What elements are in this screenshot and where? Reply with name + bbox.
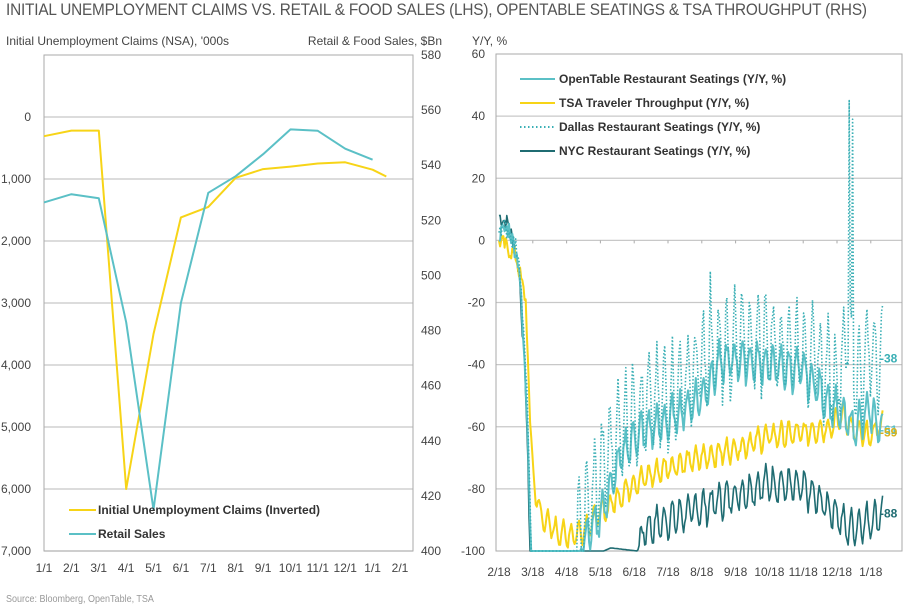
right-chart-plot-frame [495,53,903,552]
legend-label-retail: Retail Sales [98,527,166,541]
right-chart-end-labels: -61-59 -38 -88 [880,351,898,520]
x-tick-label: 2/1 [63,561,80,575]
x-tick-label: 3/1 [90,561,107,575]
x-tick-label: 8/18 [690,565,714,579]
left-chart-right-axis-label: Retail & Food Sales, $Bn [308,34,442,48]
x-tick-label: 5/1 [145,561,162,575]
end-label-tsa: -59 [880,426,898,440]
x-tick-label: 9/1 [255,561,272,575]
left-chart: Initial Unemployment Claims (NSA), '000s… [1,34,442,575]
x-tick-label: 11/1 [307,561,330,575]
left-chart-right-ticks: 580 560 540 520 500 480 460 440 420 400 [421,48,441,558]
legend-label-tsa: TSA Traveler Throughput (Y/Y, %) [559,96,749,110]
y-tick-label: -100 [461,544,485,558]
left-chart-gridlines [44,116,413,552]
claims-line [43,129,387,490]
x-tick-label: 5/18 [589,565,613,579]
y-tick-label: -20 [468,296,486,310]
right-chart-series [498,99,884,552]
right-chart-axis-label: Y/Y, % [472,34,507,48]
legend-label-nyc: NYC Restaurant Seatings (Y/Y, %) [559,144,750,158]
left-chart-series [43,128,387,511]
left-axis-tick-label: 3,000 [1,296,31,310]
right-axis-tick-label: 500 [421,268,441,282]
right-axis-tick-label: 420 [421,489,441,503]
left-chart-left-axis-label: Initial Unemployment Claims (NSA), '000s [6,34,229,48]
x-tick-label: 11/18 [789,565,818,579]
dallas-line [498,99,884,552]
left-axis-tick-label: 1,000 [1,172,31,186]
x-tick-label: 7/18 [656,565,680,579]
right-axis-tick-label: 520 [421,213,441,227]
x-tick-label: 2/1 [392,561,409,575]
x-tick-label: 8/1 [227,561,244,575]
y-tick-label: 20 [472,171,486,185]
end-label-nyc: -88 [880,507,898,521]
x-tick-label: 12/18 [822,565,852,579]
legend-label-opentable: OpenTable Restaurant Seatings (Y/Y, %) [559,72,786,86]
end-label-opentable: -61 [880,423,898,437]
right-chart-gridlines [496,115,902,490]
right-chart-y-ticks: 60 40 20 0 -20 -40 -60 -80 -100 [461,47,485,558]
x-tick-label: 1/1 [364,561,381,575]
left-axis-tick-label: 5,000 [1,420,31,434]
x-tick-label: 1/1 [36,561,53,575]
x-tick-label: 6/18 [623,565,647,579]
end-label-dallas: -38 [880,351,898,365]
right-chart-x-ticks: 2/18 3/18 4/18 5/18 6/18 7/18 8/18 9/18 10/18 11/… [487,565,882,579]
left-axis-tick-label: 2,000 [1,234,31,248]
right-axis-tick-label: 480 [421,324,441,338]
right-chart-legend: OpenTable Restaurant Seatings (Y/Y, %) T… [520,72,786,158]
left-chart-left-ticks: 0 1,000 2,000 3,000 4,000 5,000 6,000 7,000 [1,110,31,558]
left-axis-tick-label: 0 [24,110,31,124]
retail-sales-line [43,128,373,511]
x-tick-label: 7/1 [200,561,217,575]
x-tick-label: 10/1 [279,561,303,575]
right-axis-tick-label: 400 [421,544,441,558]
right-chart: Y/Y, % 60 40 20 0 -20 -40 -60 -80 -100 2/18 3/18 4… [461,34,903,579]
chart-title: INITIAL UNEMPLOYMENT CLAIMS VS. RETAIL &… [6,1,867,19]
x-tick-label: 3/18 [521,565,545,579]
x-tick-label: 10/18 [754,565,784,579]
left-axis-tick-label: 4,000 [1,358,31,372]
x-tick-label: 1/18 [859,565,883,579]
left-chart-x-ticks: 1/1 2/1 3/1 4/1 5/1 6/1 7/1 8/1 9/1 10/1 11/1 12/1 1… [36,561,409,575]
y-tick-label: 60 [472,47,486,61]
x-tick-label: 9/18 [724,565,748,579]
source-note: Source: Bloomberg, OpenTable, TSA [6,594,154,605]
legend-label-dallas: Dallas Restaurant Seatings (Y/Y, %) [559,120,760,134]
y-tick-label: 0 [478,233,485,247]
left-axis-tick-label: 7,000 [1,544,31,558]
tsa-line [498,235,884,549]
left-chart-plot-frame [43,54,414,552]
y-tick-label: -80 [468,482,486,496]
left-chart-legend: Initial Unemployment Claims (Inverted) R… [69,503,320,541]
right-axis-tick-label: 560 [421,103,441,117]
x-tick-label: 4/1 [118,561,135,575]
y-tick-label: -40 [468,358,486,372]
right-axis-tick-label: 540 [421,158,441,172]
right-axis-tick-label: 460 [421,379,441,393]
x-tick-label: 6/1 [173,561,190,575]
x-tick-label: 2/18 [487,565,511,579]
x-tick-label: 12/1 [334,561,358,575]
left-axis-tick-label: 6,000 [1,482,31,496]
right-axis-tick-label: 440 [421,434,441,448]
right-axis-tick-label: 580 [421,48,441,62]
y-tick-label: 40 [472,109,486,123]
legend-label-claims: Initial Unemployment Claims (Inverted) [98,503,320,517]
x-tick-label: 4/18 [555,565,579,579]
y-tick-label: -60 [468,420,486,434]
